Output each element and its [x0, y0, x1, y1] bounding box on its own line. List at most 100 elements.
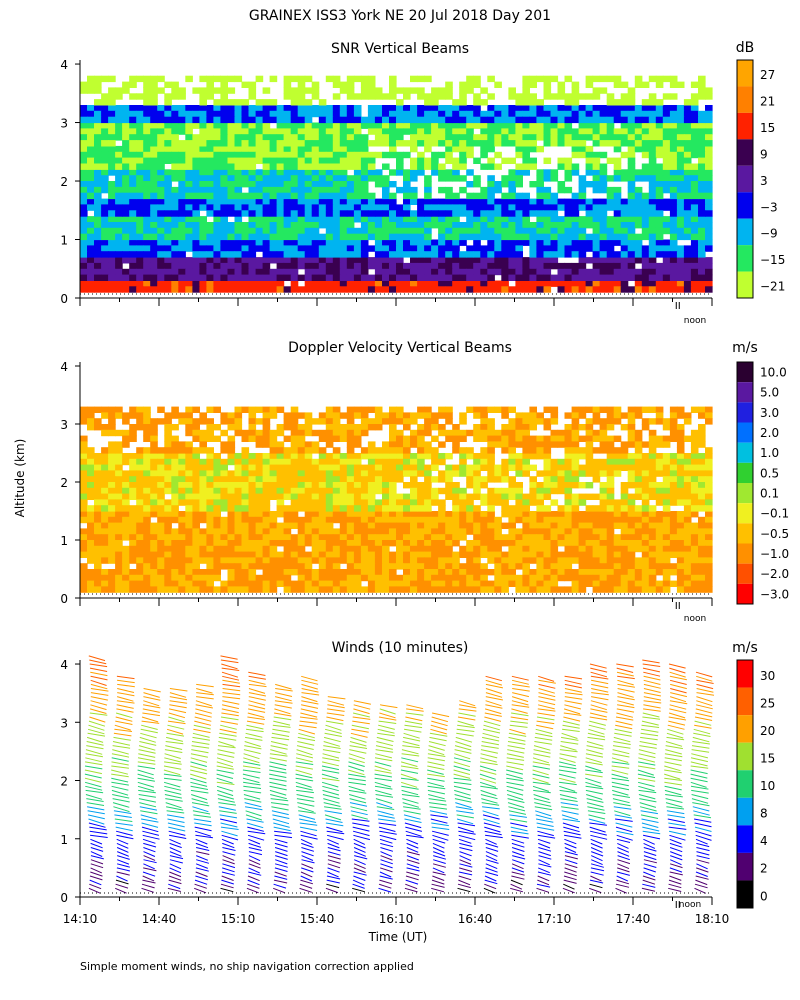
heatmap-cell — [241, 110, 250, 118]
heatmap-cell — [80, 534, 88, 541]
heatmap-cell — [620, 204, 629, 211]
heatmap-cell — [571, 93, 580, 100]
heatmap-cell — [585, 522, 594, 529]
heatmap-cell — [108, 181, 116, 188]
heatmap-cell — [564, 499, 573, 506]
heatmap-cell — [459, 140, 467, 147]
heatmap-cell — [269, 274, 278, 281]
heatmap-cell — [304, 181, 313, 188]
heatmap-cell — [136, 406, 144, 413]
heatmap-cell — [662, 569, 671, 576]
heatmap-cell — [332, 251, 341, 258]
heatmap-cell — [192, 280, 200, 287]
heatmap-cell — [431, 458, 439, 466]
heatmap-cell — [80, 516, 88, 524]
heatmap-cell — [178, 262, 186, 270]
heatmap-cell — [157, 145, 165, 153]
heatmap-cell — [290, 406, 299, 413]
heatmap-cell — [698, 499, 706, 506]
heatmap-cell — [613, 157, 622, 164]
heatmap-cell — [171, 151, 179, 159]
heatmap-cell — [318, 499, 327, 506]
heatmap-cell — [136, 280, 144, 287]
heatmap-cell — [698, 522, 706, 529]
heatmap-cell — [705, 545, 713, 553]
heatmap-cell — [473, 482, 481, 489]
heatmap-cell — [339, 198, 348, 205]
heatmap-cell — [227, 493, 236, 500]
heatmap-cell — [592, 140, 601, 147]
heatmap-cell — [431, 210, 439, 217]
heatmap-cell — [325, 574, 334, 582]
heatmap-cell — [571, 274, 580, 281]
heatmap-cell — [487, 145, 495, 153]
heatmap-cell — [613, 105, 622, 112]
heatmap-cell — [101, 534, 109, 541]
heatmap-cell — [87, 122, 95, 129]
heatmap-cell — [150, 493, 158, 500]
heatmap-cell — [374, 169, 383, 176]
heatmap-cell — [360, 551, 369, 558]
heatmap-cell — [199, 580, 207, 587]
heatmap-cell — [676, 569, 685, 576]
heatmap-cell — [192, 569, 200, 576]
heatmap-cell — [346, 163, 355, 170]
heatmap-cell — [178, 151, 186, 159]
heatmap-cell — [445, 105, 453, 112]
heatmap-cell — [129, 528, 137, 535]
heatmap-cell — [171, 110, 179, 118]
heatmap-cell — [290, 511, 299, 518]
heatmap-cell — [655, 482, 664, 489]
heatmap-cell — [360, 274, 369, 281]
heatmap-cell — [641, 81, 650, 88]
heatmap-cell — [192, 482, 200, 489]
heatmap-cell — [178, 528, 186, 535]
heatmap-cell — [683, 522, 692, 529]
heatmap-cell — [536, 262, 544, 270]
heatmap-cell — [304, 458, 313, 466]
heatmap-cell — [438, 274, 446, 281]
heatmap-cell — [529, 580, 537, 587]
heatmap-cell — [564, 511, 573, 518]
heatmap-cell — [262, 563, 271, 570]
heatmap-cell — [94, 204, 102, 211]
heatmap-cell — [599, 105, 608, 112]
heatmap-cell — [367, 545, 376, 553]
heatmap-cell — [192, 274, 200, 281]
heatmap-cell — [698, 169, 706, 176]
heatmap-cell — [585, 110, 594, 118]
heatmap-cell — [311, 169, 320, 176]
heatmap-cell — [262, 163, 271, 170]
heatmap-cell — [262, 198, 271, 205]
heatmap-cell — [262, 204, 271, 211]
heatmap-cell — [206, 499, 214, 506]
heatmap-cell — [283, 204, 292, 211]
heatmap-cell — [620, 116, 629, 124]
heatmap-cell — [199, 181, 207, 188]
heatmap-cell — [613, 522, 622, 529]
heatmap-cell — [311, 511, 320, 518]
heatmap-cell — [578, 545, 587, 553]
heatmap-cell — [87, 186, 95, 194]
heatmap-cell — [255, 499, 264, 506]
heatmap-cell — [178, 476, 186, 483]
heatmap-cell — [248, 499, 257, 506]
heatmap-cell — [445, 140, 453, 147]
heatmap-cell — [613, 192, 622, 200]
heatmap-cell — [129, 245, 137, 252]
heatmap-cell — [101, 268, 109, 276]
heatmap-cell — [157, 406, 165, 413]
heatmap-cell — [269, 482, 278, 489]
heatmap-cell — [529, 81, 537, 88]
heatmap-cell — [171, 251, 179, 258]
heatmap-cell — [304, 268, 313, 276]
heatmap-cell — [269, 145, 278, 153]
heatmap-cell — [248, 464, 257, 471]
heatmap-cell — [410, 574, 418, 582]
heatmap-cell — [227, 286, 236, 293]
heatmap-cell — [339, 122, 348, 129]
heatmap-cell — [199, 122, 207, 129]
heatmap-cell — [424, 453, 432, 460]
heatmap-cell — [269, 192, 278, 200]
heatmap-cell — [367, 157, 376, 164]
